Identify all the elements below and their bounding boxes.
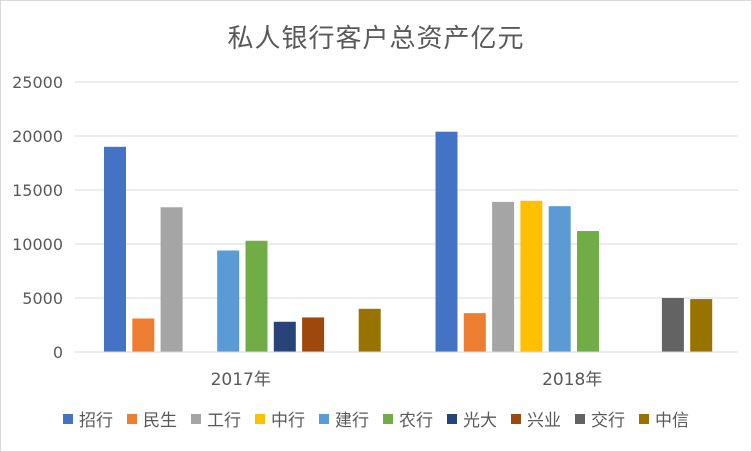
legend-swatch [191, 413, 201, 424]
x-tick-label: 2018年 [542, 370, 602, 390]
legend-item: 中信 [639, 406, 689, 431]
legend-item: 中行 [255, 406, 305, 431]
legend-label: 交行 [591, 411, 625, 431]
chart-title: 私人银行客户总资产亿元 [227, 24, 525, 54]
legend-label: 兴业 [527, 411, 561, 431]
y-tick-label: 15000 [12, 181, 63, 200]
legend-item: 民生 [127, 406, 177, 431]
x-tick-label: 2017年 [211, 370, 271, 390]
bar [132, 318, 155, 352]
legend-swatch [383, 413, 393, 424]
chart-legend: 招行 民生 工行 中行 建行 农行 光大 兴业 交行 中信 [0, 406, 752, 431]
legend-swatch [319, 413, 329, 424]
y-tick-label: 20000 [12, 127, 63, 146]
bar [273, 321, 296, 352]
legend-swatch [127, 413, 137, 424]
bar [435, 131, 458, 352]
legend-item: 兴业 [511, 406, 561, 431]
bar [577, 231, 599, 352]
bar [302, 317, 325, 352]
legend-item: 农行 [383, 406, 433, 431]
legend-label: 光大 [463, 411, 497, 431]
bar [661, 298, 684, 352]
bar [520, 200, 543, 352]
legend-item: 工行 [191, 406, 241, 431]
bar [548, 206, 571, 352]
y-tick-label: 0 [53, 343, 63, 362]
legend-label: 农行 [399, 411, 433, 431]
y-tick-label: 10000 [12, 235, 63, 254]
bar [358, 308, 381, 352]
bar [217, 250, 240, 352]
legend-item: 招行 [63, 406, 113, 431]
y-tick-label: 25000 [12, 73, 63, 92]
bar [690, 299, 713, 352]
legend-label: 中行 [271, 411, 305, 431]
y-tick-label: 5000 [22, 289, 63, 308]
legend-label: 中信 [655, 411, 689, 431]
legend-swatch [447, 413, 457, 424]
bar [245, 240, 268, 352]
bar [492, 201, 515, 352]
bar [463, 313, 486, 352]
legend-label: 招行 [79, 411, 113, 431]
legend-label: 建行 [335, 411, 369, 431]
legend-label: 民生 [143, 411, 177, 431]
legend-swatch [63, 413, 73, 424]
legend-swatch [639, 413, 649, 424]
bar [104, 146, 126, 352]
legend-item: 建行 [319, 406, 369, 431]
legend-item: 交行 [575, 406, 625, 431]
legend-item: 光大 [447, 406, 497, 431]
legend-label: 工行 [207, 411, 241, 431]
bar [160, 207, 183, 352]
legend-swatch [511, 413, 521, 424]
legend-swatch [255, 413, 265, 424]
legend-swatch [575, 413, 585, 424]
